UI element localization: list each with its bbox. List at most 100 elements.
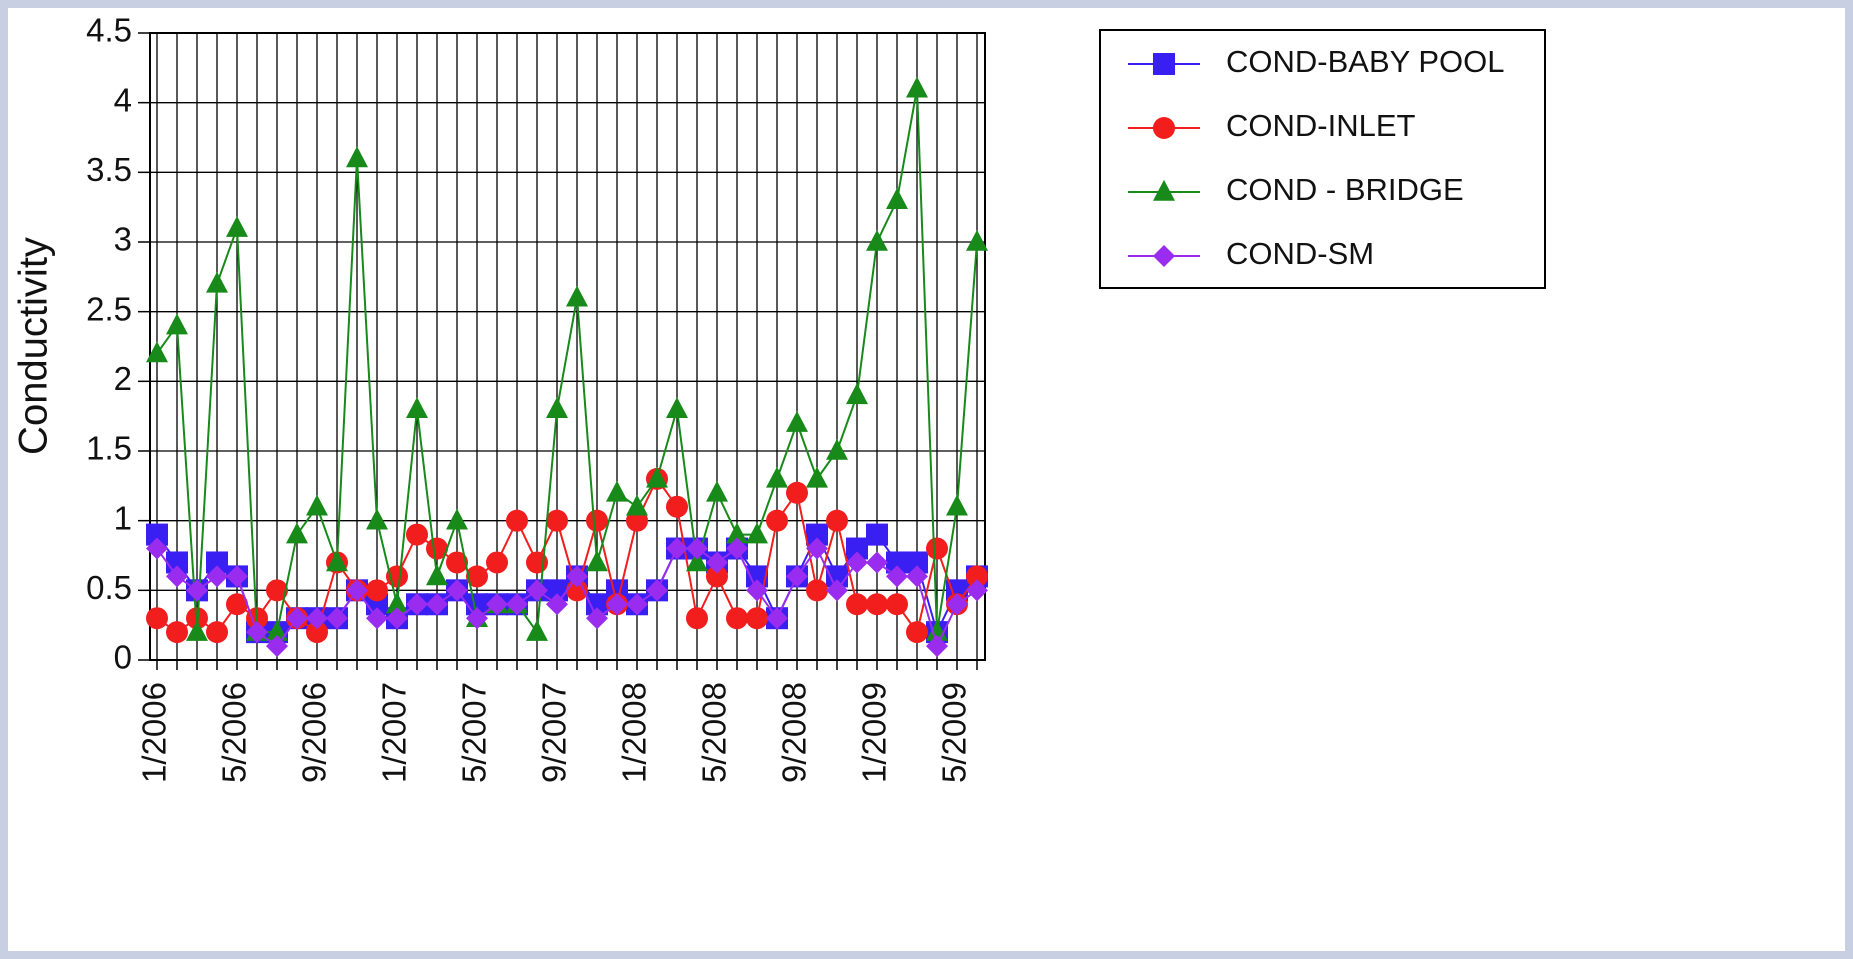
marker — [586, 607, 608, 630]
y-tick-label: 0 — [114, 639, 132, 676]
marker — [1153, 245, 1175, 267]
x-tick-label: 5/2007 — [456, 682, 493, 783]
background — [8, 8, 1845, 951]
y-axis-label: Conductivity — [12, 237, 56, 455]
x-tick-label: 1/2009 — [856, 682, 893, 783]
marker — [766, 466, 788, 488]
marker — [946, 593, 968, 616]
marker — [866, 593, 888, 616]
marker — [686, 550, 708, 572]
marker — [806, 466, 828, 488]
marker — [146, 537, 168, 560]
marker — [1153, 117, 1175, 139]
marker — [246, 621, 268, 644]
marker — [526, 620, 548, 641]
marker — [606, 480, 628, 502]
marker — [666, 537, 688, 560]
marker — [786, 565, 808, 588]
marker — [506, 593, 528, 616]
marker — [566, 565, 588, 588]
marker — [746, 579, 768, 602]
marker — [806, 579, 828, 602]
marker — [206, 551, 228, 574]
y-tick-label: 4 — [114, 81, 132, 118]
marker — [206, 271, 228, 293]
marker — [226, 565, 248, 588]
marker — [886, 551, 908, 574]
marker — [686, 537, 708, 560]
x-tick-label: 9/2006 — [296, 682, 333, 783]
marker — [266, 620, 288, 641]
marker — [266, 635, 288, 658]
marker — [286, 522, 308, 544]
marker — [626, 494, 648, 516]
marker — [906, 551, 928, 574]
marker — [706, 565, 728, 588]
legend-label: COND - BRIDGE — [1226, 172, 1464, 207]
marker — [826, 579, 848, 602]
marker — [786, 411, 808, 432]
marker — [706, 480, 728, 502]
marker — [746, 607, 768, 630]
marker — [326, 607, 348, 630]
marker — [426, 593, 448, 616]
marker — [566, 285, 588, 307]
x-tick-label: 9/2008 — [776, 682, 813, 783]
marker — [806, 537, 828, 560]
marker — [726, 607, 748, 630]
marker — [706, 551, 728, 574]
marker — [686, 607, 708, 630]
marker — [586, 509, 608, 532]
x-tick-label: 9/2007 — [536, 682, 573, 783]
legend-label: COND-INLET — [1226, 108, 1416, 143]
y-tick-label: 1 — [114, 499, 132, 536]
marker — [906, 565, 928, 588]
marker — [966, 565, 988, 588]
marker — [226, 215, 248, 237]
legend-label: COND-BABY POOL — [1226, 44, 1505, 79]
marker — [286, 607, 308, 630]
marker — [546, 593, 568, 616]
y-tick-label: 2 — [114, 360, 132, 397]
series-line — [156, 88, 978, 635]
marker — [646, 466, 668, 488]
marker — [146, 523, 168, 546]
plot-frame — [149, 32, 986, 661]
marker — [726, 522, 748, 544]
marker — [746, 565, 768, 588]
marker — [886, 565, 908, 588]
marker — [946, 494, 968, 516]
marker — [1153, 53, 1175, 75]
x-tick-label: 5/2008 — [696, 682, 733, 783]
marker — [466, 565, 488, 588]
marker — [606, 593, 628, 616]
marker — [846, 383, 868, 405]
marker — [766, 607, 788, 630]
marker — [926, 537, 948, 560]
legend-label: COND-SM — [1226, 236, 1374, 271]
marker — [326, 550, 348, 572]
marker — [366, 579, 388, 602]
marker — [306, 494, 328, 516]
marker — [926, 635, 948, 658]
marker — [186, 620, 208, 641]
x-tick-label: 1/2006 — [136, 682, 173, 783]
marker — [826, 509, 848, 532]
marker — [806, 523, 828, 546]
marker — [1153, 179, 1175, 201]
marker — [386, 592, 408, 614]
marker — [846, 551, 868, 574]
x-tick-label: 5/2006 — [216, 682, 253, 783]
marker — [726, 537, 748, 560]
marker — [906, 621, 928, 644]
marker — [366, 607, 388, 630]
marker — [446, 579, 468, 602]
marker — [466, 607, 488, 630]
y-tick-label: 3 — [114, 221, 132, 258]
marker — [546, 397, 568, 418]
marker — [846, 593, 868, 616]
marker — [226, 593, 248, 616]
marker — [166, 565, 188, 588]
